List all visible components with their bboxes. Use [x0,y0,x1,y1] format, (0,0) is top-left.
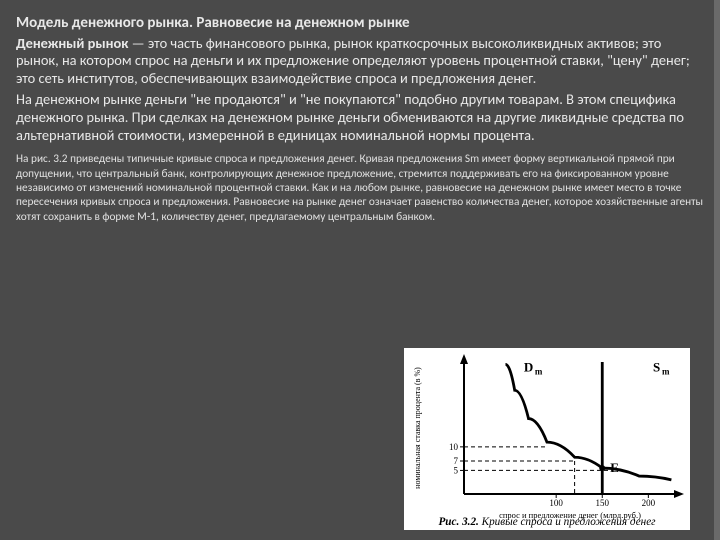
svg-text:100: 100 [549,498,563,508]
chart-svg: 5710100150200DmSmEноминальная ставка про… [404,348,690,530]
paragraph-3: На рис. 3.2 приведены типичные кривые сп… [16,152,704,224]
accent-bar [714,0,720,540]
money-market-chart: 5710100150200DmSmEноминальная ставка про… [404,348,690,530]
svg-text:7: 7 [454,456,459,466]
svg-text:D: D [524,359,533,374]
svg-text:m: m [535,366,543,376]
slide: Модель денежного рынка. Равновесие на де… [0,0,720,540]
chart-caption-prefix: Рис. 3.2. [438,516,481,528]
svg-text:200: 200 [642,498,656,508]
chart-caption-rest: Кривые спроса и предложения денег [482,516,656,528]
svg-text:E: E [610,460,619,475]
lead-term: Денежный рынок [16,34,128,52]
slide-title: Модель денежного рынка. Равновесие на де… [16,14,704,33]
paragraph-2: На денежном рынке деньги "не продаются" … [16,91,704,144]
chart-caption: Рис. 3.2. Кривые спроса и предложения де… [404,516,690,528]
svg-text:S: S [653,359,660,374]
svg-text:m: m [662,366,670,376]
svg-text:150: 150 [596,498,610,508]
paragraph-1: Денежный рынок — это часть финансового р… [16,35,704,88]
svg-text:5: 5 [454,465,459,475]
svg-text:номинальная ставка процента (в: номинальная ставка процента (в %) [413,367,422,489]
svg-text:10: 10 [449,442,459,452]
